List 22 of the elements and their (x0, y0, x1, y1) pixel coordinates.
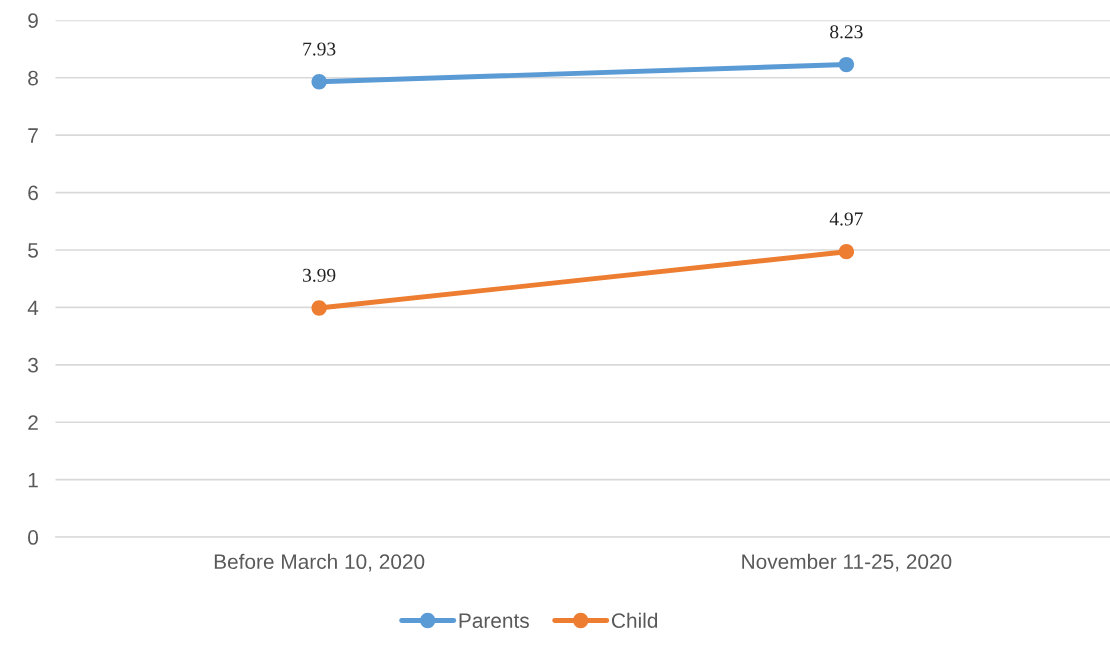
data-label: 7.93 (303, 42, 336, 56)
y-tick-label: 7 (28, 128, 38, 143)
y-tick-label: 9 (28, 13, 38, 29)
point (311, 74, 327, 90)
data-label: 3.99 (303, 268, 336, 282)
x-tick-label: Before March 10, 2020 (214, 553, 425, 572)
y-tick-label: 1 (28, 472, 38, 488)
y-tick-label: 3 (28, 357, 38, 373)
data-label: 8.23 (830, 25, 863, 39)
data-label: 4.97 (829, 212, 863, 226)
y-tick-label: 4 (27, 300, 39, 315)
y-tick-label: 6 (28, 185, 38, 201)
point (838, 56, 855, 73)
point (311, 300, 327, 316)
y-tick-label: 0 (28, 530, 39, 545)
x-tick-label: November 11-25, 2020 (742, 553, 952, 572)
legend-label: Child (611, 612, 658, 628)
y-tick-label: 5 (28, 243, 38, 258)
legend-label: Parents (459, 613, 529, 628)
y-tick-label: 2 (28, 415, 38, 430)
point (838, 244, 855, 260)
y-tick-label: 8 (28, 70, 38, 86)
